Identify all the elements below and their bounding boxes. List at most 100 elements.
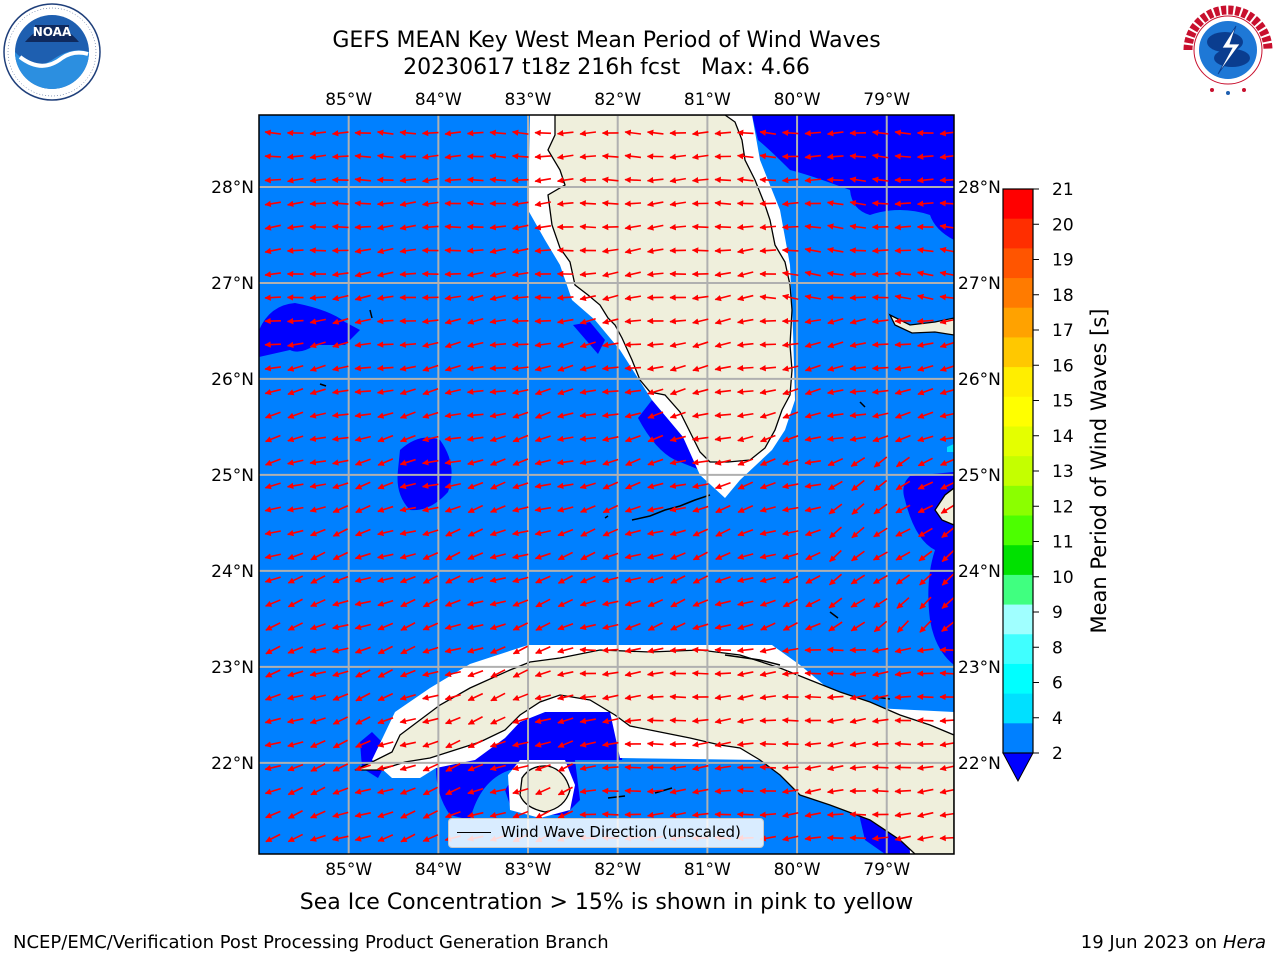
lon-label-top: 81°W [684,90,731,110]
colorbar-segment [1003,337,1033,368]
wave-arrow [556,294,574,301]
wave-arrow [692,364,709,372]
wave-arrow [331,223,349,231]
wave-arrow [264,247,282,255]
wave-arrow [917,835,934,842]
wave-arrow [894,365,912,372]
wave-arrow [917,811,934,819]
wave-arrow [332,623,349,631]
footer-credit: NCEP/EMC/Verification Post Processing Pr… [13,932,609,953]
wave-arrow [444,294,462,302]
wave-arrow [579,294,596,302]
wave-arrow [556,153,574,161]
wave-arrow [736,647,754,654]
wave-arrow [354,294,371,302]
wave-arrow [511,365,529,372]
lon-label-top: 85°W [325,90,372,110]
wave-arrow [399,669,416,678]
wave-arrow [377,717,394,725]
wave-arrow [759,247,777,254]
wave-arrow [422,834,439,842]
wave-arrow [489,623,506,631]
wave-arrow [489,176,507,183]
wave-arrow [377,458,394,466]
wave-arrow [354,364,372,372]
wave-arrow [849,811,867,818]
wave-arrow [669,411,686,419]
wave-arrow [310,810,326,819]
wave-arrow [916,764,934,771]
wave-arrow [602,481,619,490]
wave-arrow [691,670,709,677]
wave-arrow [647,647,664,654]
wave-arrow [871,270,889,278]
wave-arrow [850,621,866,632]
wave-arrow [827,741,844,748]
wave-arrow [534,482,552,490]
wave-arrow [828,621,843,632]
colorbar-segment [1003,634,1033,665]
wave-arrow [872,574,888,585]
wave-arrow [331,200,349,207]
wave-arrow [737,271,754,278]
wave-arrow [737,717,754,725]
wave-arrow [489,529,506,537]
map-area [259,115,954,854]
wave-arrow [445,575,461,584]
wave-arrow [377,741,394,748]
wave-arrow [444,670,461,678]
wave-arrow [557,412,574,419]
wave-arrow [535,622,551,631]
wave-arrow [691,153,709,160]
wave-arrow [804,177,822,184]
wave-arrow [759,599,776,607]
wave-arrow [287,598,303,608]
wave-arrow [804,482,822,490]
wave-arrow [894,200,912,207]
lon-label-bottom: 82°W [594,860,641,880]
wave-arrow [647,506,664,513]
footer-host: Hera [1222,932,1266,953]
wave-arrow [287,411,304,419]
wave-arrow [894,693,912,701]
wave-arrow [332,693,349,701]
wave-arrow [332,600,349,607]
wave-arrow [579,388,597,396]
wave-arrow [309,294,327,301]
wave-arrow [512,669,529,678]
wave-arrow [354,811,371,819]
wave-arrow [647,482,664,490]
wave-arrow [287,365,304,372]
wave-arrow [467,481,484,490]
wave-arrow [512,388,529,396]
wave-arrow [940,458,954,466]
nws-logo-icon [1182,4,1274,96]
wave-arrow [782,365,799,372]
wave-arrow [601,247,619,254]
wave-arrow [917,788,934,795]
wave-arrow [422,506,439,513]
wave-arrow [377,271,394,278]
wave-arrow [399,458,416,466]
colorbar-segment [1003,218,1033,249]
wave-arrow [466,435,484,443]
wave-arrow [849,670,867,677]
wave-arrow [602,318,619,325]
wave-arrow [759,553,776,560]
wave-arrow [714,787,732,795]
wave-arrow [669,318,687,325]
wave-arrow [601,341,619,349]
colorbar-extend [1002,752,1034,783]
wave-arrow [737,481,754,490]
wave-arrow [310,786,326,796]
wave-arrow [377,434,394,443]
wave-arrow [601,412,619,419]
colorbar-segment [1003,396,1033,427]
wave-arrow [804,293,822,301]
wave-arrow [737,576,754,584]
wave-arrow [804,318,822,325]
wave-arrow [714,130,732,137]
wave-arrow [331,412,349,419]
wave-arrow [737,670,754,678]
wave-arrow [714,741,731,748]
